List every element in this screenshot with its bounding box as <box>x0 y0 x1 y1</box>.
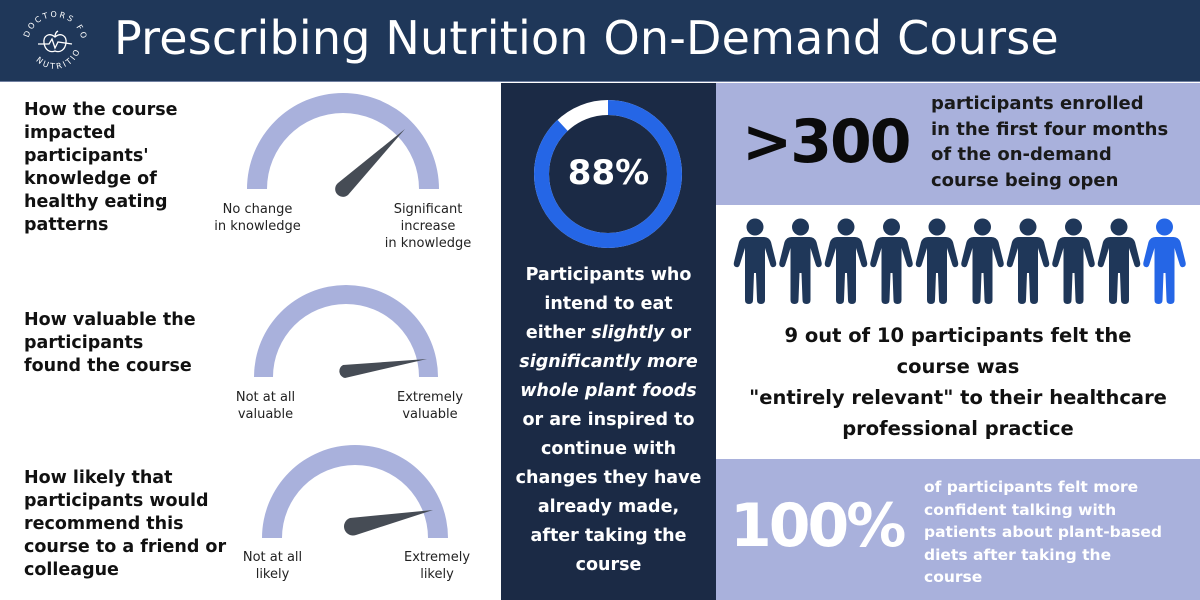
person-icon <box>1006 218 1050 304</box>
confidence-description: of participants felt more confident talk… <box>924 478 1163 586</box>
person-icon <box>961 218 1004 304</box>
enrollment-description: participants enrolled in the first four … <box>931 93 1169 191</box>
apple-heartbeat-icon <box>38 30 73 53</box>
people-pictogram <box>733 218 1186 304</box>
doctors-for-nutrition-logo: DOCTORS FOR NUTRITION <box>16 6 89 71</box>
intent-panel: 88% Participants who intend to eat eithe… <box>501 83 716 600</box>
gauge-recommend <box>262 445 448 538</box>
gauges-panel: How the course impacted participants' kn… <box>0 83 501 600</box>
confidence-number: 100% <box>730 491 906 561</box>
relevance-description: 9 out of 10 participants felt the course… <box>749 324 1167 440</box>
person-icon <box>1097 218 1141 304</box>
gauge-max-label: Extremely valuable <box>396 390 464 422</box>
gauges-graphic <box>247 93 448 538</box>
person-icon <box>779 218 822 304</box>
person-icon-highlighted <box>1143 218 1186 304</box>
confidence-panel: 100% of participants felt more confident… <box>716 459 1200 600</box>
gauge-min-label: Not at all likely <box>242 550 303 582</box>
gauge-min-label: Not at all valuable <box>235 390 296 422</box>
enrollment-panel: >300 participants enrolled in the first … <box>716 83 1200 205</box>
person-icon <box>870 218 913 304</box>
enrollment-number: >300 <box>742 107 912 177</box>
gauge-knowledge <box>247 93 439 197</box>
donut-value: 88% <box>567 153 650 193</box>
person-icon <box>733 218 777 304</box>
gauge-needle <box>339 359 427 378</box>
page-title: Prescribing Nutrition On-Demand Course <box>114 11 1059 65</box>
header: DOCTORS FOR NUTRITION Prescribing Nutrit… <box>0 0 1200 82</box>
relevance-panel: 9 out of 10 participants felt the course… <box>716 205 1200 459</box>
question-knowledge: How the course impacted participants' kn… <box>24 100 178 235</box>
gauge-max-label: Extremely likely <box>403 550 471 582</box>
person-icon <box>824 218 868 304</box>
question-value: How valuable the participants found the … <box>24 310 196 376</box>
gauge-needle <box>335 129 405 197</box>
question-recommend: How likely that participants would recom… <box>24 468 227 580</box>
svg-text:DOCTORS FOR: DOCTORS FOR <box>16 6 89 41</box>
donut-chart <box>534 100 682 248</box>
gauge-value <box>254 285 438 378</box>
gauge-min-label: No change in knowledge <box>214 202 301 234</box>
gauge-needle <box>343 510 433 536</box>
person-icon <box>915 218 959 304</box>
gauge-max-label: Significant increase in knowledge <box>384 202 472 251</box>
person-icon <box>1052 218 1095 304</box>
intent-description: Participants who intend to eat either sl… <box>515 265 702 575</box>
